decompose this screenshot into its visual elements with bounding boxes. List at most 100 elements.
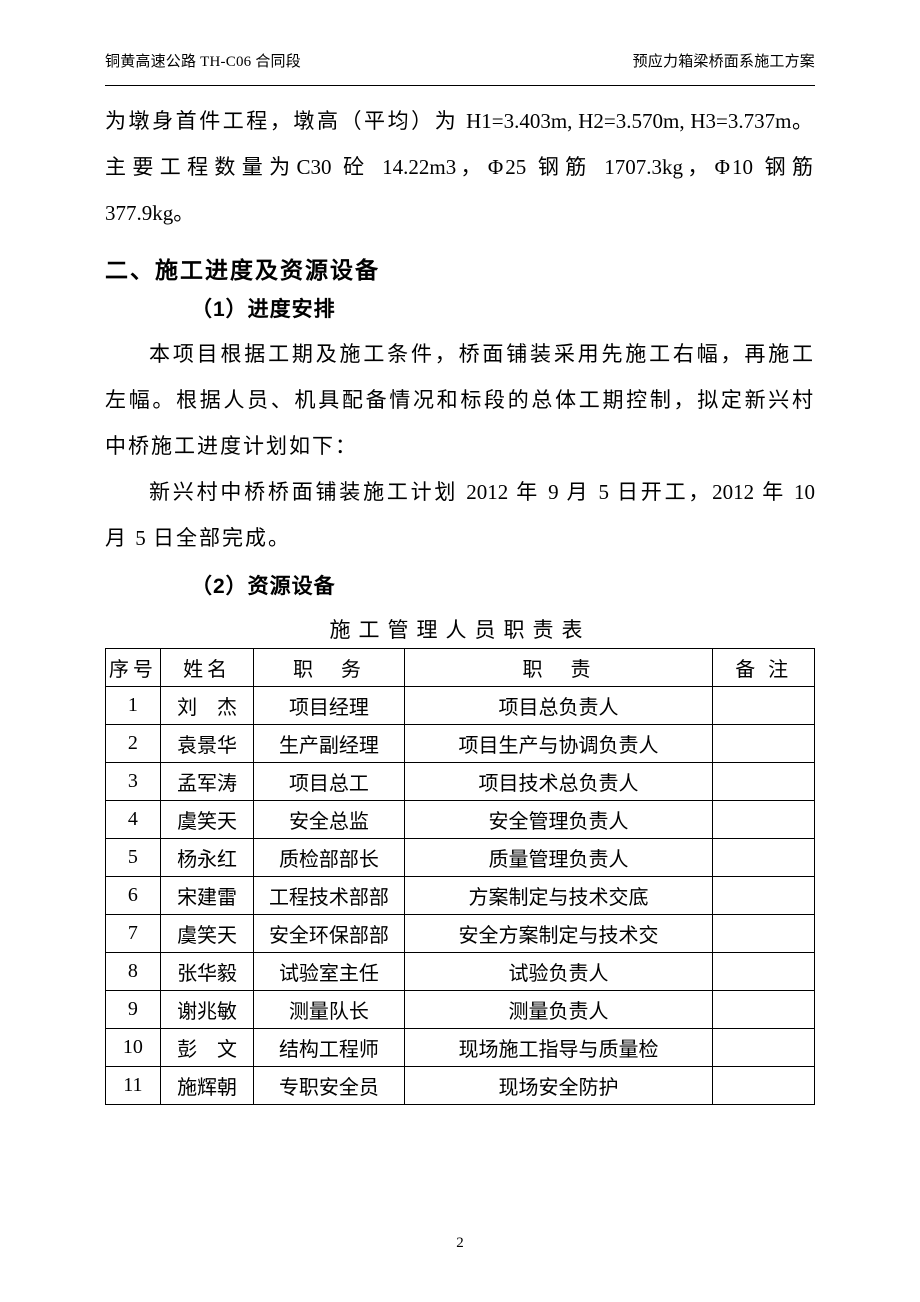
p3-i: 年	[754, 480, 794, 504]
paragraph-2: 本项目根据工期及施工条件，桥面铺装采用先施工右幅，再施工左幅。根据人员、机具配备…	[105, 331, 815, 470]
table-cell	[713, 1028, 815, 1066]
p1-n: 377.9kg	[105, 201, 173, 225]
p3-h: 2012	[712, 480, 754, 504]
p3-e: 月	[559, 480, 599, 504]
p1-d: C30	[297, 155, 332, 179]
table-cell	[713, 838, 815, 876]
table-cell	[713, 952, 815, 990]
table-cell: 安全总监	[254, 800, 404, 838]
table-cell: 质检部部长	[254, 838, 404, 876]
p3-d: 9	[548, 480, 559, 504]
table-row: 7虞笑天安全环保部部安全方案制定与技术交	[106, 914, 815, 952]
p1-k: ，Φ	[683, 155, 732, 179]
table-cell: 项目经理	[254, 686, 404, 724]
table-cell: 6	[106, 876, 161, 914]
table-row: 4虞笑天安全总监安全管理负责人	[106, 800, 815, 838]
table-cell	[713, 800, 815, 838]
table-cell: 现场施工指导与质量检	[404, 1028, 713, 1066]
p1-e: 砼	[332, 155, 383, 179]
table-row: 11施辉朝专职安全员现场安全防护	[106, 1066, 815, 1104]
staff-table: 序号 姓名 职 务 职 责 备 注 1刘 杰项目经理项目总负责人2袁景华生产副经…	[105, 648, 815, 1105]
p1-a: 为墩身首件工程，墩高（平均）为	[105, 109, 458, 133]
subsection-1-heading: （1）进度安排	[105, 293, 815, 323]
table-cell: 安全管理负责人	[404, 800, 713, 838]
header-left: 铜黄高速公路 TH-C06 合同段	[105, 50, 301, 71]
p1-f: 14.22m3	[382, 155, 456, 179]
table-row: 8张华毅试验室主任试验负责人	[106, 952, 815, 990]
table-cell	[713, 762, 815, 800]
header-left-prefix: 铜黄高速公路	[105, 54, 196, 70]
table-cell: 现场安全防护	[404, 1066, 713, 1104]
th-name: 姓名	[160, 648, 253, 686]
table-cell: 虞笑天	[160, 914, 253, 952]
p3-f: 5	[598, 480, 609, 504]
p3-m: 日全部完成。	[146, 526, 291, 550]
header-left-code: TH-C06	[196, 54, 255, 70]
table-cell: 项目生产与协调负责人	[404, 724, 713, 762]
p3-l: 5	[135, 526, 146, 550]
table-cell: 谢兆敏	[160, 990, 253, 1028]
table-cell: 孟军涛	[160, 762, 253, 800]
table-cell: 1	[106, 686, 161, 724]
paragraph-3: 新兴村中桥桥面铺装施工计划 2012 年 9 月 5 日开工，2012 年 10…	[105, 469, 815, 561]
table-cell: 宋建雷	[160, 876, 253, 914]
table-cell: 11	[106, 1066, 161, 1104]
p1-j: 1707.3kg	[604, 155, 683, 179]
table-cell: 测量负责人	[404, 990, 713, 1028]
table-cell: 彭 文	[160, 1028, 253, 1066]
header-divider	[105, 85, 815, 86]
table-cell: 杨永红	[160, 838, 253, 876]
table-cell: 3	[106, 762, 161, 800]
p3-a: 新兴村中桥桥面铺装施工计划	[149, 480, 466, 504]
th-duty: 职 责	[404, 648, 713, 686]
table-cell: 生产副经理	[254, 724, 404, 762]
table-title: 施工管理人员职责表	[105, 614, 815, 644]
table-row: 5杨永红质检部部长质量管理负责人	[106, 838, 815, 876]
p1-o: 。	[173, 201, 196, 225]
table-cell	[713, 686, 815, 724]
table-cell	[713, 876, 815, 914]
p3-j: 10	[794, 480, 815, 504]
table-cell: 试验室主任	[254, 952, 404, 990]
table-cell: 刘 杰	[160, 686, 253, 724]
table-cell: 2	[106, 724, 161, 762]
document-page: 铜黄高速公路 TH-C06 合同段 预应力箱梁桥面系施工方案 为墩身首件工程，墩…	[0, 0, 920, 1302]
table-row: 10彭 文结构工程师现场施工指导与质量检	[106, 1028, 815, 1066]
th-note: 备 注	[713, 648, 815, 686]
table-cell: 9	[106, 990, 161, 1028]
table-cell: 虞笑天	[160, 800, 253, 838]
table-cell: 质量管理负责人	[404, 838, 713, 876]
table-header-row: 序号 姓名 职 务 职 责 备 注	[106, 648, 815, 686]
p3-g: 日开工，	[609, 480, 712, 504]
table-cell: 4	[106, 800, 161, 838]
table-cell: 项目总工	[254, 762, 404, 800]
table-cell: 项目技术总负责人	[404, 762, 713, 800]
p1-b: H1=3.403m, H2=3.570m, H3=3.737m	[466, 109, 791, 133]
table-cell	[713, 724, 815, 762]
table-row: 2袁景华生产副经理项目生产与协调负责人	[106, 724, 815, 762]
p1-i: 钢筋	[526, 155, 604, 179]
table-cell: 安全环保部部	[254, 914, 404, 952]
table-cell: 专职安全员	[254, 1066, 404, 1104]
subsection-2-heading: （2）资源设备	[105, 570, 815, 600]
header-right: 预应力箱梁桥面系施工方案	[633, 50, 815, 71]
table-cell: 袁景华	[160, 724, 253, 762]
table-cell: 7	[106, 914, 161, 952]
p1-h: 25	[505, 155, 526, 179]
table-cell: 安全方案制定与技术交	[404, 914, 713, 952]
table-cell	[713, 914, 815, 952]
table-cell: 施辉朝	[160, 1066, 253, 1104]
p1-l: 10	[732, 155, 753, 179]
p3-c: 年	[508, 480, 548, 504]
table-row: 9谢兆敏测量队长测量负责人	[106, 990, 815, 1028]
table-cell: 8	[106, 952, 161, 990]
section-2-heading: 二、施工进度及资源设备	[105, 251, 815, 285]
table-row: 3孟军涛项目总工项目技术总负责人	[106, 762, 815, 800]
p3-k: 月	[105, 526, 135, 550]
table-cell: 测量队长	[254, 990, 404, 1028]
table-cell: 工程技术部部	[254, 876, 404, 914]
table-cell: 项目总负责人	[404, 686, 713, 724]
header-left-suffix: 合同段	[255, 54, 301, 70]
table-cell	[713, 1066, 815, 1104]
table-cell: 试验负责人	[404, 952, 713, 990]
